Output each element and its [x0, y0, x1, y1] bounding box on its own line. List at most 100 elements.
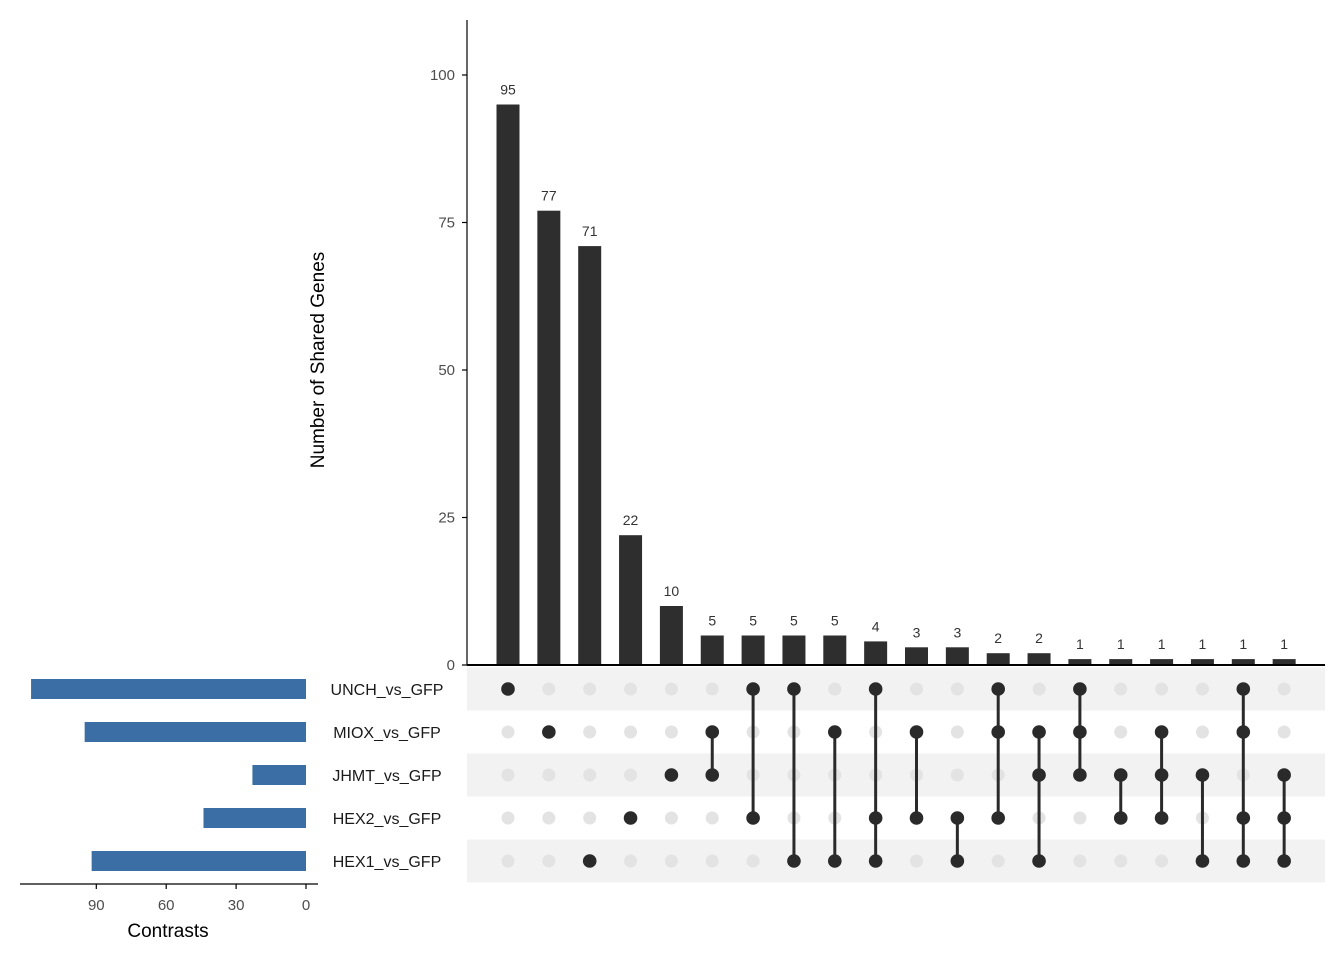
matrix-dot-active	[909, 725, 924, 739]
matrix-dot-active	[542, 725, 556, 739]
matrix-dot-inactive	[991, 854, 1005, 868]
matrix-dot-inactive	[664, 854, 678, 868]
matrix-dot-active	[991, 725, 1005, 739]
y-tick-label: 75	[438, 215, 455, 232]
matrix-dot-active	[1236, 811, 1251, 825]
matrix-dot-inactive	[705, 811, 719, 825]
matrix-dot-inactive	[950, 682, 964, 696]
matrix-dot-active	[1236, 854, 1251, 868]
matrix-dot-inactive	[583, 768, 597, 782]
matrix-dot-inactive	[1277, 682, 1291, 696]
matrix-dot-active	[868, 854, 883, 868]
matrix-dot-active	[1154, 768, 1169, 782]
intersection-bar	[986, 653, 1010, 665]
intersection-matrix	[501, 682, 1291, 868]
matrix-dot-active	[664, 768, 679, 782]
set-name-label: HEX1_vs_GFP	[333, 854, 441, 871]
intersection-bar	[741, 635, 765, 665]
matrix-dot-inactive	[705, 682, 719, 696]
matrix-dot-active	[1277, 854, 1291, 868]
matrix-dot-inactive	[542, 854, 556, 868]
set-names: UNCH_vs_GFP MIOX_vs_GFP JHMT_vs_GFP HEX2_vs…	[331, 682, 444, 871]
matrix-dot-active	[787, 854, 801, 868]
intersection-bar	[782, 635, 806, 665]
bar-value-label: 5	[708, 613, 716, 629]
matrix-dot-inactive	[1155, 854, 1169, 868]
matrix-dot-active	[746, 682, 760, 696]
y-tick-label: 0	[447, 657, 455, 674]
matrix-dot-inactive	[1277, 725, 1291, 739]
matrix-dot-inactive	[1073, 854, 1087, 868]
intersection-bar	[659, 606, 683, 665]
set-size-axis-title: Contrasts	[127, 921, 208, 942]
intersection-bar	[700, 635, 724, 665]
intersection-bar	[578, 246, 602, 665]
matrix-dot-inactive	[664, 725, 678, 739]
matrix-dot-inactive	[1073, 811, 1087, 825]
y-tick-label: 50	[438, 362, 455, 379]
intersection-bars	[496, 104, 1296, 665]
matrix-dot-active	[828, 854, 842, 868]
matrix-dot-inactive	[950, 725, 964, 739]
matrix-dot-active	[1277, 811, 1291, 825]
matrix-dot-inactive	[910, 682, 923, 696]
set-name-label: UNCH_vs_GFP	[331, 682, 444, 699]
set-axis-tick-label: 90	[88, 897, 105, 914]
matrix-dot-active	[1073, 725, 1087, 739]
matrix-dot-inactive	[1114, 682, 1128, 696]
matrix-dot-active	[1073, 682, 1087, 696]
matrix-dot-inactive	[1195, 682, 1209, 696]
set-name-label: JHMT_vs_GFP	[332, 768, 441, 785]
matrix-dot-inactive	[1195, 725, 1209, 739]
matrix-dot-inactive	[950, 768, 964, 782]
intersection-bar	[619, 535, 643, 665]
matrix-dot-active	[1073, 768, 1087, 782]
row-stripe-JHMT_vs_GFP	[467, 753, 1325, 797]
set-name-label: HEX2_vs_GFP	[333, 811, 441, 828]
matrix-dot-inactive	[664, 811, 678, 825]
matrix-dot-inactive	[664, 682, 678, 696]
matrix-dot-active	[501, 682, 515, 696]
matrix-dot-inactive	[624, 854, 638, 868]
set-size-bar-JHMT_vs_GFP	[252, 765, 306, 785]
matrix-dot-inactive	[624, 768, 638, 782]
matrix-dot-active	[950, 854, 965, 868]
row-stripe-UNCH_vs_GFP	[467, 667, 1325, 711]
matrix-dot-active	[950, 811, 965, 825]
matrix-dot-inactive	[705, 854, 719, 868]
bar-value-label: 2	[994, 630, 1002, 646]
intersection-bar	[945, 647, 969, 665]
matrix-dot-inactive	[583, 811, 597, 825]
matrix-dot-active	[1154, 811, 1169, 825]
bar-value-label: 1	[1199, 636, 1207, 652]
bar-value-label: 71	[582, 223, 598, 239]
matrix-dot-active	[1236, 725, 1251, 739]
matrix-dot-active	[1032, 725, 1046, 739]
set-axis-tick-label: 0	[302, 897, 310, 914]
matrix-dot-active	[787, 682, 801, 696]
matrix-dot-inactive	[910, 854, 923, 868]
bar-value-label: 1	[1239, 636, 1247, 652]
matrix-dot-inactive	[542, 811, 556, 825]
bar-value-label: 4	[872, 618, 880, 634]
bar-value-label: 3	[953, 624, 961, 640]
y-tick-label: 100	[430, 67, 455, 84]
matrix-row-stripes	[467, 667, 1325, 883]
matrix-dot-active	[1113, 768, 1128, 782]
set-axis-tick-label: 30	[228, 897, 245, 914]
bar-value-label: 95	[500, 82, 516, 98]
matrix-dot-inactive	[1032, 682, 1046, 696]
matrix-dot-active	[1195, 768, 1210, 782]
matrix-dot-active	[868, 682, 883, 696]
bar-value-label: 1	[1076, 636, 1084, 652]
matrix-dot-inactive	[1114, 854, 1128, 868]
set-name-label: MIOX_vs_GFP	[333, 725, 441, 742]
row-stripe-HEX1_vs_GFP	[467, 839, 1325, 883]
matrix-dot-active	[828, 725, 842, 739]
set-size-bars	[31, 679, 307, 871]
intersection-bar	[1109, 659, 1133, 665]
bar-value-label: 5	[790, 613, 798, 629]
matrix-dot-active	[623, 811, 638, 825]
